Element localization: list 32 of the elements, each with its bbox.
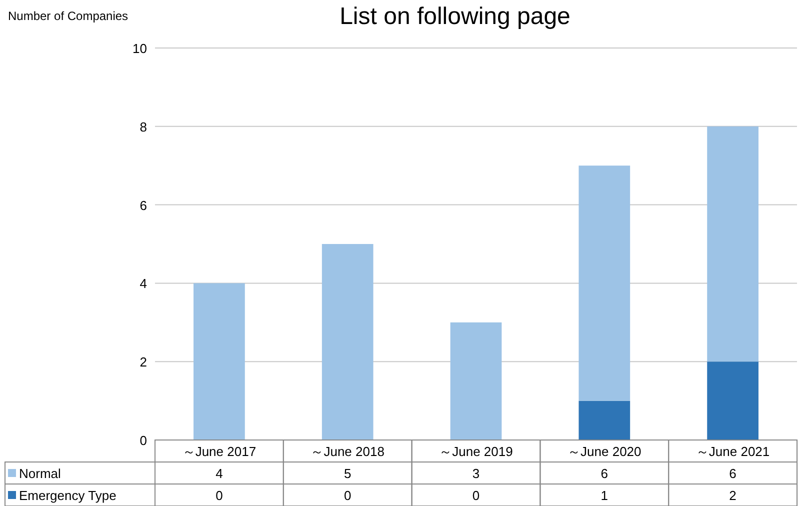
x-tick-label: ～June 2020	[568, 444, 642, 459]
bar	[194, 283, 245, 440]
data-label: 4	[216, 466, 223, 481]
data-label: 0	[472, 488, 480, 503]
bar	[707, 126, 758, 362]
legend-label: Normal	[19, 466, 62, 481]
data-label: 0	[216, 488, 223, 503]
y-tick-label: 0	[140, 433, 147, 448]
data-label: 6	[600, 466, 608, 481]
data-label: 2	[729, 488, 736, 503]
chart-title: List on following page	[340, 3, 570, 30]
y-tick-label: 10	[132, 41, 147, 56]
data-label: 6	[729, 466, 736, 481]
bar	[578, 166, 630, 401]
bar	[322, 244, 374, 440]
y-axis-title: Number of Companies	[8, 9, 128, 23]
legend-label: Emergency Type	[19, 488, 116, 503]
bar	[707, 362, 758, 440]
data-label: 3	[472, 466, 480, 481]
data-label: 1	[600, 488, 608, 503]
y-tick-label: 4	[140, 276, 147, 292]
data-label: 0	[344, 488, 352, 503]
y-tick-label: 8	[140, 119, 147, 134]
bar	[578, 400, 630, 440]
data-label: 5	[344, 466, 352, 481]
x-tick-label: ～June 2018	[310, 444, 384, 459]
x-tick-label: ～June 2017	[182, 444, 256, 459]
y-tick-label: 6	[140, 198, 147, 213]
x-tick-label: ～June 2019	[439, 444, 513, 459]
y-tick-label: 2	[140, 354, 147, 370]
bar	[450, 322, 502, 440]
x-tick-label: ～June 2021	[696, 444, 770, 459]
